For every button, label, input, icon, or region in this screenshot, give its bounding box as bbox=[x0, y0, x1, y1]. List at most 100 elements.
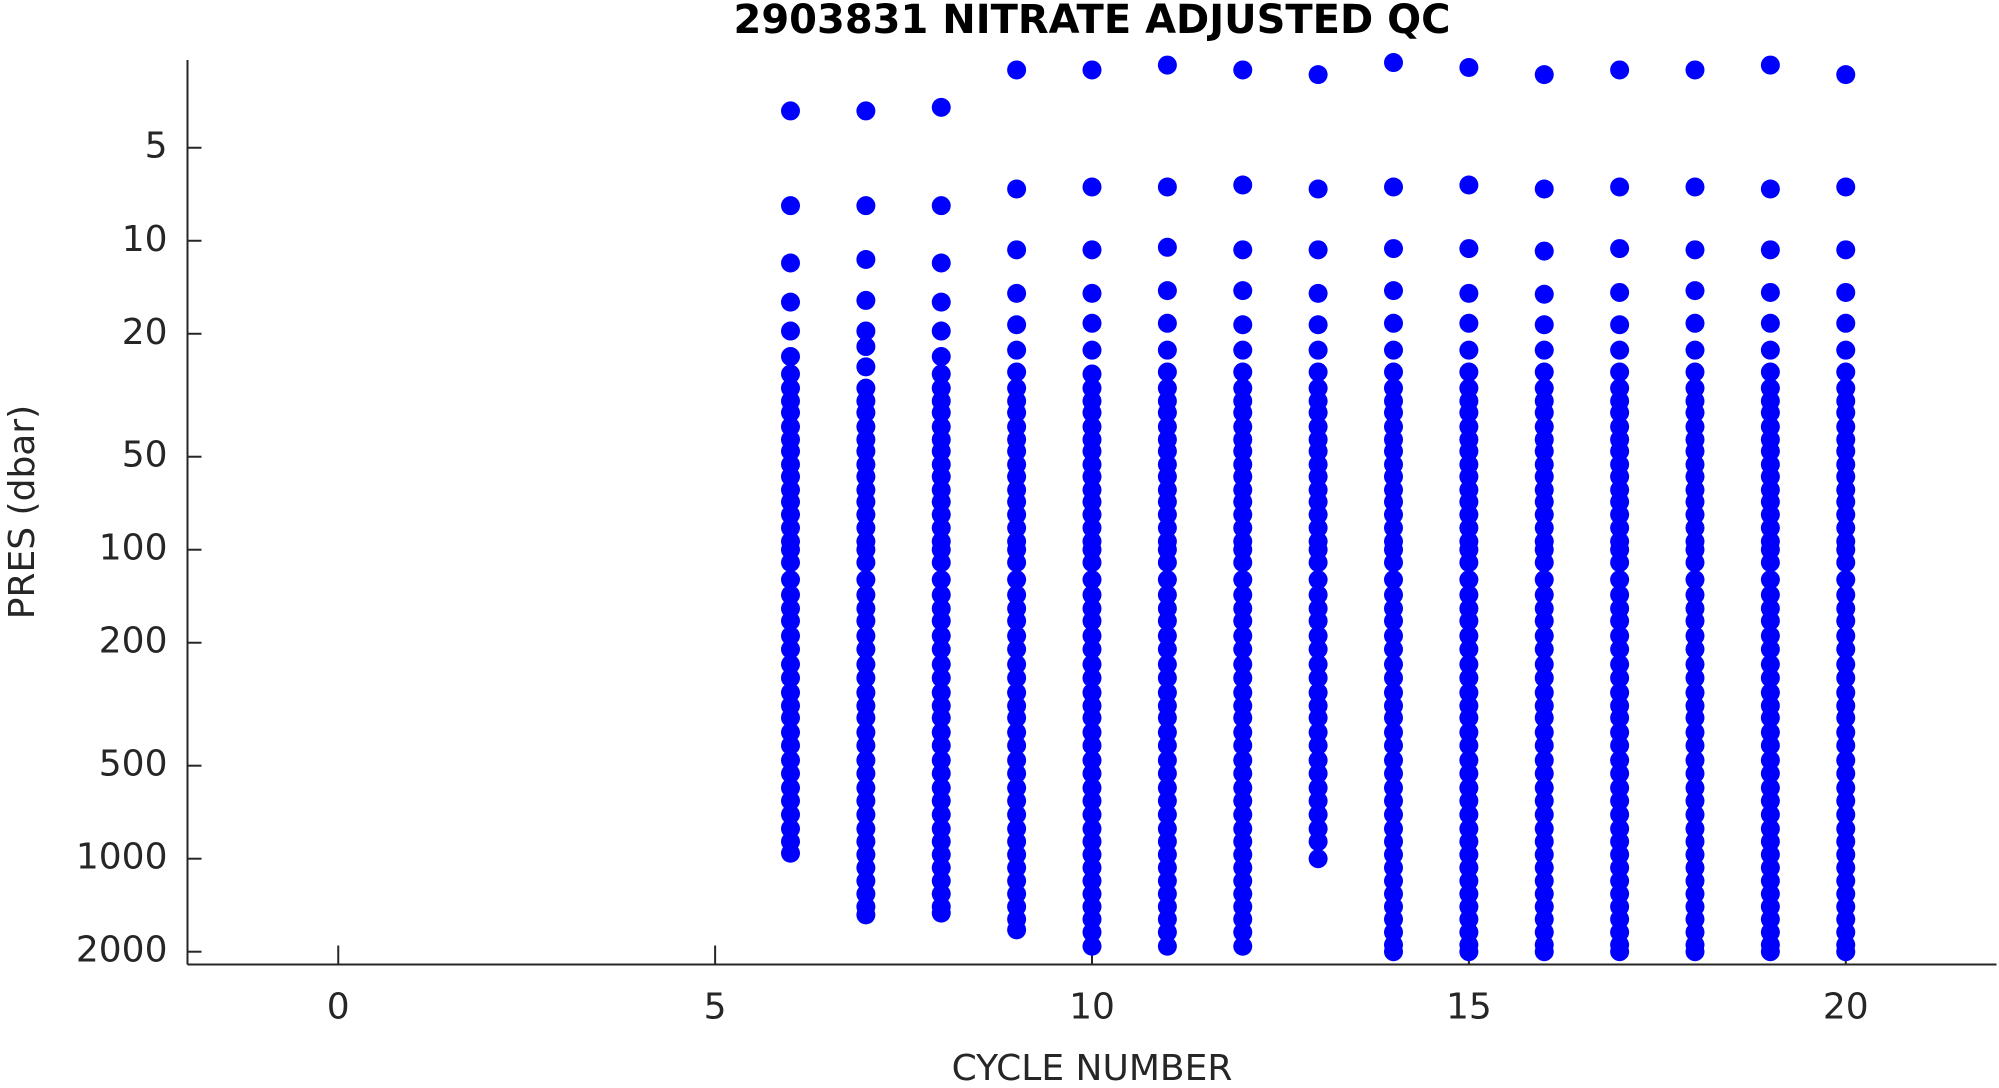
data-point bbox=[1233, 570, 1253, 590]
data-point bbox=[1534, 585, 1554, 605]
data-point bbox=[1760, 611, 1780, 631]
data-point bbox=[1836, 750, 1856, 770]
data-point bbox=[1007, 179, 1027, 199]
data-point bbox=[1534, 735, 1554, 755]
data-point bbox=[1007, 467, 1027, 487]
data-point bbox=[1082, 441, 1102, 461]
data-point bbox=[1610, 858, 1630, 878]
data-point bbox=[1082, 708, 1102, 728]
data-point bbox=[781, 364, 800, 384]
data-point bbox=[1760, 340, 1780, 360]
data-point bbox=[1308, 283, 1328, 303]
data-point bbox=[1534, 909, 1554, 929]
data-point bbox=[1157, 909, 1177, 929]
data-point bbox=[1082, 177, 1102, 197]
data-point bbox=[1836, 942, 1856, 962]
data-point bbox=[1534, 284, 1554, 304]
data-point bbox=[1459, 58, 1479, 78]
data-point bbox=[1007, 654, 1027, 674]
data-point bbox=[1007, 362, 1027, 382]
data-point bbox=[1157, 922, 1177, 942]
data-point bbox=[1384, 654, 1403, 674]
data-point bbox=[1007, 553, 1027, 573]
data-point bbox=[1534, 832, 1554, 852]
data-point bbox=[1610, 518, 1630, 538]
data-point bbox=[1610, 735, 1630, 755]
data-point bbox=[781, 505, 800, 525]
data-point bbox=[1233, 668, 1253, 688]
data-point bbox=[1459, 735, 1479, 755]
data-point bbox=[1082, 735, 1102, 755]
data-point bbox=[931, 626, 951, 646]
data-point bbox=[1233, 750, 1253, 770]
data-point bbox=[931, 364, 951, 384]
data-point bbox=[1007, 518, 1027, 538]
data-point bbox=[1308, 626, 1328, 646]
data-point bbox=[1459, 441, 1479, 461]
data-point bbox=[1610, 282, 1630, 302]
data-point bbox=[1384, 585, 1403, 605]
data-point bbox=[1459, 553, 1479, 573]
data-point bbox=[1007, 805, 1027, 825]
data-point bbox=[1836, 403, 1856, 423]
data-point bbox=[1760, 553, 1780, 573]
data-point bbox=[1459, 791, 1479, 811]
data-point bbox=[1384, 553, 1403, 573]
data-point bbox=[1534, 553, 1554, 573]
data-point bbox=[1534, 845, 1554, 865]
data-point bbox=[1157, 313, 1177, 333]
data-point bbox=[1007, 683, 1027, 703]
data-point bbox=[1760, 313, 1780, 333]
data-point bbox=[931, 441, 951, 461]
data-point bbox=[931, 321, 951, 341]
data-point bbox=[1308, 315, 1328, 335]
data-point bbox=[1836, 845, 1856, 865]
data-point bbox=[1384, 441, 1403, 461]
data-point bbox=[1459, 750, 1479, 770]
data-point bbox=[931, 683, 951, 703]
data-point bbox=[1459, 708, 1479, 728]
data-point bbox=[1007, 611, 1027, 631]
data-point bbox=[1157, 362, 1177, 382]
data-point bbox=[781, 668, 800, 688]
data-point bbox=[781, 518, 800, 538]
data-point bbox=[1836, 858, 1856, 878]
data-point bbox=[1157, 570, 1177, 590]
y-tick-label: 5 bbox=[145, 126, 168, 167]
data-point bbox=[1308, 805, 1328, 825]
data-point bbox=[1610, 791, 1630, 811]
data-point bbox=[1534, 179, 1554, 199]
data-point bbox=[931, 791, 951, 811]
data-point bbox=[856, 871, 876, 891]
data-point bbox=[856, 654, 876, 674]
data-point bbox=[1384, 708, 1403, 728]
data-point bbox=[1384, 871, 1403, 891]
data-point bbox=[1459, 845, 1479, 865]
data-point bbox=[781, 585, 800, 605]
data-point bbox=[1233, 240, 1253, 260]
chart-title: 2903831 NITRATE ADJUSTED QC bbox=[733, 0, 1450, 43]
data-point bbox=[1685, 750, 1705, 770]
data-point bbox=[1157, 237, 1177, 257]
data-point bbox=[1685, 505, 1705, 525]
data-point bbox=[931, 871, 951, 891]
data-point bbox=[1157, 845, 1177, 865]
data-point bbox=[1157, 791, 1177, 811]
data-point bbox=[1760, 240, 1780, 260]
data-point bbox=[1082, 403, 1102, 423]
data-point bbox=[1082, 845, 1102, 865]
data-point bbox=[1610, 177, 1630, 197]
data-point bbox=[1308, 668, 1328, 688]
data-point bbox=[931, 347, 951, 367]
data-point bbox=[781, 683, 800, 703]
data-point bbox=[1157, 683, 1177, 703]
data-point bbox=[931, 722, 951, 742]
data-point bbox=[1760, 735, 1780, 755]
data-point bbox=[1534, 871, 1554, 891]
data-point bbox=[1082, 722, 1102, 742]
data-point bbox=[1157, 55, 1177, 75]
data-point bbox=[1233, 871, 1253, 891]
data-point bbox=[1760, 668, 1780, 688]
data-point bbox=[1007, 668, 1027, 688]
data-point bbox=[1760, 871, 1780, 891]
